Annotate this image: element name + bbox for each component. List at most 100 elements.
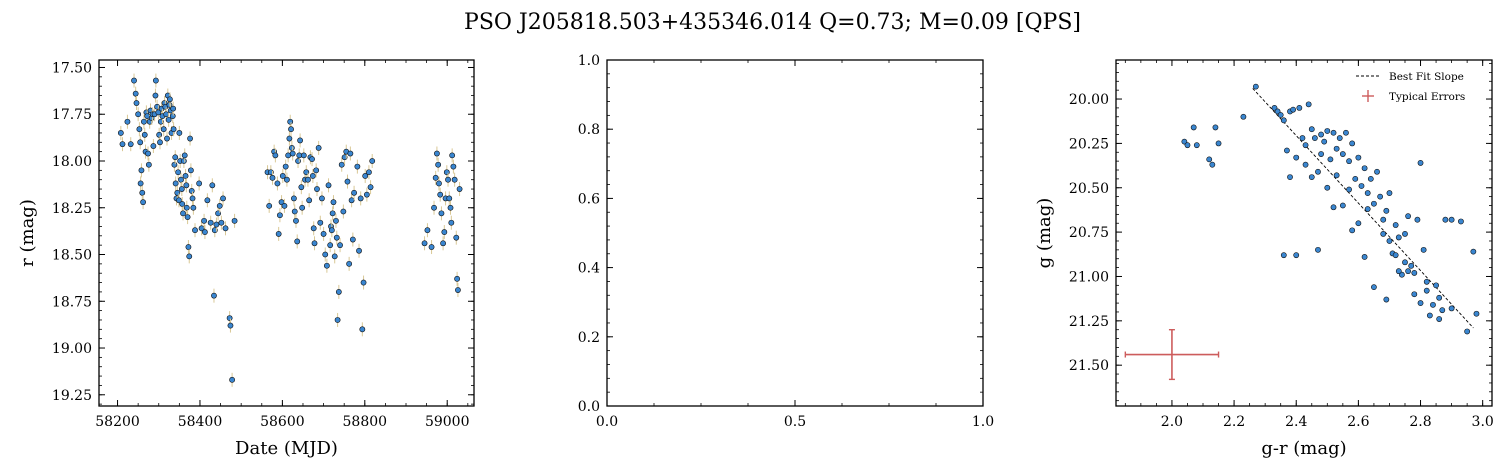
data-point: [317, 219, 324, 226]
data-point: [139, 189, 146, 196]
data-point: [275, 231, 282, 237]
x-tick-label: 2.2: [1223, 414, 1245, 430]
data-point: [347, 150, 354, 157]
data-point: [152, 92, 159, 99]
y-tick-label: 18.25: [52, 201, 92, 217]
x-tick-label: 2.8: [1409, 414, 1431, 430]
data-point: [1364, 190, 1371, 196]
data-point: [369, 158, 376, 164]
data-point: [284, 176, 290, 183]
data-point: [145, 161, 152, 168]
data-point: [1395, 234, 1402, 241]
data-point: [1284, 147, 1290, 154]
data-point: [455, 287, 461, 293]
data-point: [1358, 183, 1365, 189]
data-point: [172, 180, 179, 187]
data-point: [198, 225, 205, 232]
data-point: [1448, 216, 1455, 223]
data-point: [190, 204, 197, 211]
data-point: [315, 145, 322, 151]
data-point: [1349, 227, 1356, 234]
data-point: [127, 141, 134, 148]
data-point: [1371, 284, 1377, 291]
data-point: [325, 182, 332, 189]
data-point: [1308, 126, 1315, 133]
data-point: [180, 210, 186, 217]
data-point: [1392, 222, 1399, 228]
data-point: [288, 145, 295, 151]
data-point: [1383, 207, 1390, 214]
data-point: [346, 260, 353, 267]
data-point: [1352, 175, 1359, 182]
data-point: [1240, 113, 1247, 120]
axes-frame: [606, 59, 984, 407]
x-tick-label: 1.0: [972, 414, 994, 430]
y-tick-label: 1.0: [578, 53, 600, 69]
data-point: [1380, 216, 1387, 223]
data-point: [1405, 268, 1411, 275]
data-point: [272, 152, 279, 159]
data-point: [310, 225, 317, 232]
data-point: [185, 244, 192, 250]
data-point: [309, 156, 315, 163]
data-point: [340, 208, 347, 215]
x-tick-label: 0.5: [784, 414, 806, 430]
data-point: [155, 109, 162, 116]
data-point: [1386, 190, 1393, 196]
data-point: [1308, 174, 1315, 181]
data-point: [1305, 101, 1312, 108]
data-point: [453, 234, 460, 241]
y-axis-label: g (mag): [1034, 198, 1055, 269]
data-point: [164, 135, 170, 142]
data-point: [322, 251, 329, 258]
data-point: [331, 253, 338, 260]
data-point: [171, 161, 178, 168]
data-point: [186, 253, 193, 260]
data-point: [141, 131, 148, 138]
data-point: [1343, 129, 1349, 136]
data-point: [176, 130, 183, 136]
data-point: [211, 292, 217, 299]
data-point: [1392, 252, 1399, 259]
y-tick-label: 20.00: [1069, 92, 1109, 108]
data-point: [213, 221, 220, 228]
data-point: [445, 176, 451, 183]
data-point: [1206, 156, 1213, 163]
data-point: [1426, 312, 1433, 319]
data-point: [367, 184, 374, 191]
data-point: [1420, 246, 1427, 253]
data-point: [328, 227, 335, 234]
data-point: [441, 229, 448, 235]
data-point: [1293, 252, 1300, 259]
data-point: [170, 105, 177, 112]
data-point: [294, 238, 301, 245]
data-point: [166, 96, 173, 103]
data-point: [454, 275, 461, 282]
data-point: [1193, 142, 1200, 149]
data-point: [286, 135, 293, 142]
data-point: [327, 242, 334, 249]
data-point: [157, 139, 163, 146]
y-tick-label: 18.75: [52, 294, 92, 310]
data-point: [360, 279, 367, 286]
data-point: [1374, 168, 1380, 175]
data-point: [1371, 200, 1377, 207]
data-point: [456, 186, 463, 192]
data-point: [1287, 174, 1293, 181]
data-point: [1252, 83, 1259, 90]
data-point: [1290, 106, 1297, 113]
data-point: [178, 186, 185, 192]
y-tick-label: 20.25: [1069, 136, 1109, 152]
data-point: [1215, 140, 1222, 147]
data-point: [209, 182, 216, 189]
data-point: [1442, 216, 1449, 223]
data-point: [354, 163, 361, 170]
data-point: [299, 204, 306, 211]
data-point: [184, 214, 191, 221]
data-point: [319, 195, 325, 202]
data-point: [1339, 151, 1346, 157]
data-point: [1296, 105, 1303, 111]
y-tick-label: 19.25: [52, 388, 92, 404]
y-tick-label: 18.50: [52, 248, 92, 264]
